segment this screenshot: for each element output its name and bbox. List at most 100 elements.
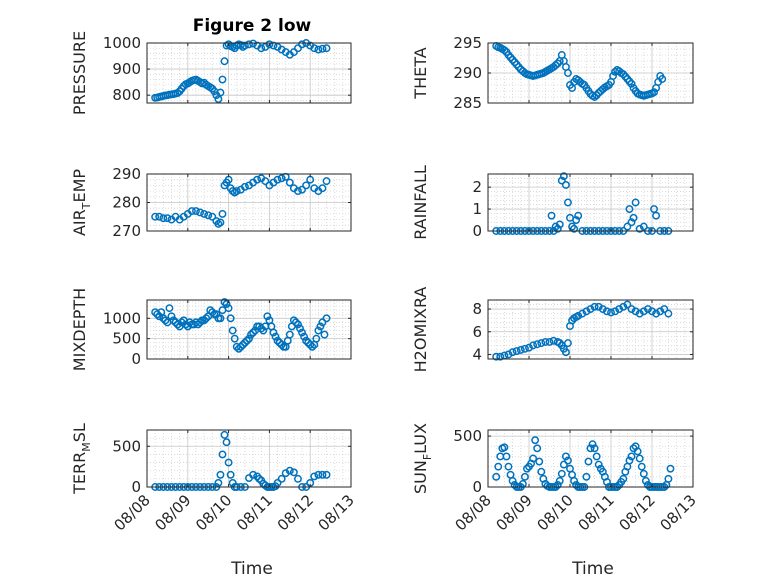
data-point	[263, 312, 272, 321]
y-tick-label: 295	[453, 34, 482, 52]
data-point	[294, 187, 302, 196]
data-point	[568, 222, 576, 231]
data-point	[598, 305, 607, 314]
data-point	[220, 57, 229, 66]
data-point	[208, 212, 217, 221]
data-point	[504, 462, 513, 471]
tick-marks	[146, 300, 352, 360]
tick-marks	[487, 430, 694, 488]
data-point	[245, 40, 253, 49]
data-point	[658, 75, 667, 83]
data-point	[631, 307, 640, 316]
x-tick-label: 08/11	[233, 491, 276, 534]
axes-box	[146, 299, 352, 360]
data-point	[574, 211, 583, 220]
axes-box	[487, 173, 694, 232]
data-point	[564, 456, 572, 465]
data-series	[492, 42, 667, 101]
data-point	[607, 308, 615, 317]
data-point	[611, 307, 620, 316]
data-point	[220, 298, 229, 306]
data-point	[564, 339, 572, 348]
data-point	[529, 341, 538, 350]
data-point	[652, 211, 661, 220]
data-point	[240, 338, 249, 347]
y-tick-label: 2	[472, 178, 482, 196]
x-tick-label: 08/09	[151, 491, 194, 534]
data-point	[492, 472, 501, 481]
subplot-8: 0 500 SUNFLUX 08/0808/0908/1008/1108/1208/1…	[411, 423, 700, 534]
data-point	[159, 214, 168, 223]
data-point	[564, 69, 572, 77]
y-axis-label: TERRMSL	[70, 423, 93, 495]
y-tick-label: 0	[472, 478, 482, 496]
y-tick-label: 500	[453, 427, 482, 445]
data-point	[314, 470, 323, 479]
data-point	[234, 344, 243, 353]
data-point	[586, 444, 595, 453]
y-tick-label: 290	[453, 64, 482, 82]
tick-marks	[487, 174, 694, 232]
data-point	[226, 470, 235, 479]
data-point	[177, 318, 186, 327]
data-point	[200, 209, 209, 218]
data-point	[294, 320, 302, 329]
data-point	[533, 444, 542, 453]
data-point	[555, 476, 564, 485]
data-point	[578, 309, 587, 318]
data-point	[224, 458, 233, 467]
data-point	[187, 207, 196, 216]
data-point	[277, 474, 286, 483]
tick-marks	[146, 173, 352, 232]
data-point	[623, 222, 632, 231]
data-point	[218, 209, 227, 218]
data-point	[216, 88, 225, 97]
data-point	[615, 305, 624, 314]
plot-area	[147, 430, 351, 487]
data-point	[312, 334, 321, 343]
data-point	[318, 44, 327, 53]
x-tick-label: 08/12	[616, 491, 659, 534]
data-point	[300, 332, 309, 341]
data-point	[559, 172, 568, 181]
data-point	[247, 330, 255, 339]
data-point	[255, 474, 264, 483]
y-axis-label: H2OMIXRA	[411, 287, 430, 373]
data-point	[582, 472, 591, 481]
data-point	[633, 447, 642, 456]
data-point	[561, 348, 570, 357]
data-point	[308, 342, 317, 351]
data-point	[196, 318, 204, 327]
x-tick-label: 08/10	[192, 491, 235, 534]
data-point	[561, 452, 570, 461]
data-point	[257, 324, 266, 333]
data-point	[523, 464, 531, 473]
y-tick-label: 1000	[103, 34, 141, 52]
data-point	[500, 443, 509, 452]
data-point	[520, 344, 529, 353]
data-point	[609, 72, 617, 80]
data-point	[619, 302, 628, 311]
data-point	[169, 316, 178, 325]
subplot-7: 0 500 TERRMSL 08/0808/0908/1008/1108/1208/1…	[70, 423, 358, 534]
data-point	[240, 182, 249, 191]
x-tick-label: 08/09	[493, 491, 536, 534]
figure-title: Figure 2 low	[193, 16, 312, 36]
data-point	[619, 474, 628, 483]
data-series	[151, 430, 331, 491]
data-point	[635, 309, 644, 318]
data-point	[202, 314, 211, 323]
y-tick-label: 800	[112, 86, 141, 104]
tick-marks	[487, 42, 694, 104]
data-point	[525, 343, 533, 352]
data-point	[627, 452, 636, 461]
data-point	[650, 205, 658, 214]
data-point	[277, 340, 286, 349]
data-point	[296, 324, 304, 333]
y-tick-label: 285	[453, 94, 482, 112]
data-point	[173, 320, 182, 329]
data-point	[216, 470, 225, 479]
y-tick-label: 500	[112, 437, 141, 455]
data-point	[494, 462, 503, 471]
